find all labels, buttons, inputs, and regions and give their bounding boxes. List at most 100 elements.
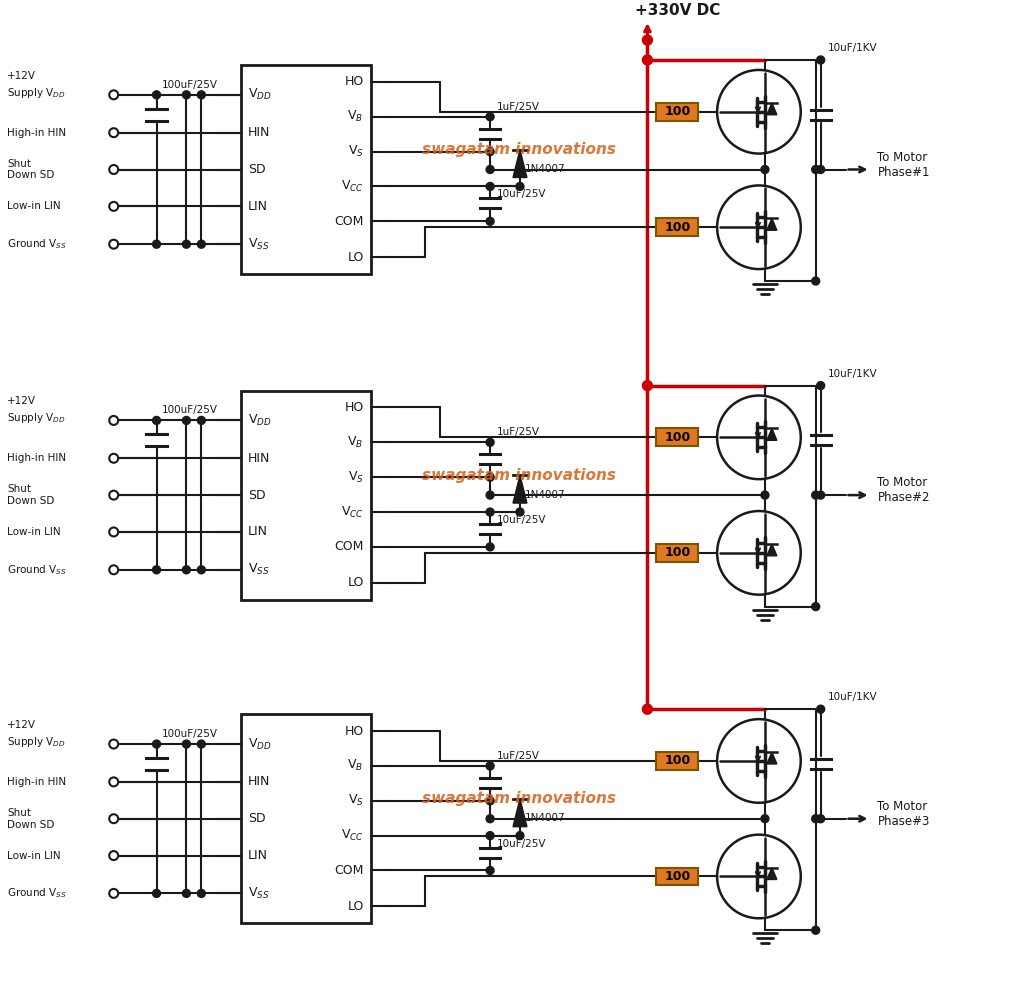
Text: 10uF/25V: 10uF/25V: [497, 839, 547, 849]
Text: COM: COM: [334, 540, 364, 553]
Polygon shape: [767, 103, 777, 114]
Circle shape: [182, 740, 190, 748]
Circle shape: [110, 851, 118, 860]
Text: Down SD: Down SD: [7, 171, 54, 180]
Circle shape: [153, 91, 161, 99]
Text: V$_{DD}$: V$_{DD}$: [248, 413, 271, 428]
Text: LIN: LIN: [248, 526, 268, 538]
Text: 10uF/25V: 10uF/25V: [497, 189, 547, 199]
Circle shape: [761, 814, 769, 822]
Circle shape: [486, 217, 494, 225]
Text: +12V: +12V: [7, 720, 36, 730]
Text: SD: SD: [248, 812, 266, 825]
Circle shape: [486, 166, 494, 174]
Circle shape: [110, 777, 118, 787]
Text: SD: SD: [248, 489, 266, 502]
Text: HO: HO: [344, 401, 364, 414]
Polygon shape: [513, 150, 527, 177]
Text: swagatam innovations: swagatam innovations: [422, 142, 616, 157]
Circle shape: [486, 439, 494, 447]
Circle shape: [110, 889, 118, 898]
Circle shape: [110, 202, 118, 211]
Circle shape: [717, 185, 801, 269]
Circle shape: [817, 814, 824, 822]
Circle shape: [486, 148, 494, 156]
Text: V$_{CC}$: V$_{CC}$: [341, 178, 364, 194]
Circle shape: [153, 889, 161, 897]
Circle shape: [153, 740, 161, 748]
Text: HIN: HIN: [248, 126, 270, 139]
Circle shape: [812, 166, 819, 174]
Circle shape: [717, 70, 801, 154]
Text: 10uF/1KV: 10uF/1KV: [827, 43, 878, 53]
Text: LO: LO: [347, 576, 364, 590]
Circle shape: [182, 416, 190, 424]
Circle shape: [817, 705, 824, 713]
Circle shape: [182, 566, 190, 574]
Text: SD: SD: [248, 163, 266, 176]
Text: Ground V$_{SS}$: Ground V$_{SS}$: [7, 238, 67, 251]
Circle shape: [812, 814, 819, 822]
Text: +330V DC: +330V DC: [635, 3, 720, 18]
Circle shape: [642, 35, 652, 45]
Circle shape: [110, 416, 118, 425]
Bar: [242, 714, 371, 923]
Circle shape: [110, 91, 118, 100]
Circle shape: [198, 889, 206, 897]
Circle shape: [642, 381, 652, 390]
Circle shape: [153, 566, 161, 574]
Circle shape: [110, 528, 118, 536]
Circle shape: [486, 182, 494, 190]
Text: Shut: Shut: [7, 159, 31, 169]
Text: 1N4007: 1N4007: [525, 813, 565, 823]
Circle shape: [486, 831, 494, 840]
Text: 100: 100: [665, 870, 690, 883]
Text: V$_B$: V$_B$: [347, 435, 364, 450]
Bar: [242, 65, 371, 274]
Text: LIN: LIN: [248, 849, 268, 862]
Text: 10uF/1KV: 10uF/1KV: [827, 369, 878, 379]
Circle shape: [812, 602, 819, 610]
Text: V$_{SS}$: V$_{SS}$: [248, 237, 269, 251]
Text: HIN: HIN: [248, 452, 270, 464]
Circle shape: [198, 91, 206, 99]
Text: 100: 100: [665, 546, 690, 559]
Circle shape: [110, 128, 118, 137]
Circle shape: [198, 241, 206, 248]
Circle shape: [717, 395, 801, 479]
Circle shape: [717, 511, 801, 595]
Circle shape: [486, 797, 494, 805]
Polygon shape: [767, 218, 777, 231]
Circle shape: [817, 56, 824, 64]
Circle shape: [717, 835, 801, 918]
Text: Down SD: Down SD: [7, 496, 54, 506]
Circle shape: [182, 889, 190, 897]
Text: HIN: HIN: [248, 775, 270, 789]
Text: 1N4007: 1N4007: [525, 490, 565, 500]
Circle shape: [198, 740, 206, 748]
Text: V$_B$: V$_B$: [347, 109, 364, 124]
Text: Low-in LIN: Low-in LIN: [7, 851, 60, 861]
Text: 10uF/1KV: 10uF/1KV: [827, 692, 878, 702]
Circle shape: [812, 926, 819, 934]
Text: V$_{CC}$: V$_{CC}$: [341, 505, 364, 520]
Text: HO: HO: [344, 725, 364, 738]
Circle shape: [182, 91, 190, 99]
Bar: [242, 390, 371, 599]
Circle shape: [817, 166, 824, 174]
Circle shape: [817, 491, 824, 499]
Text: COM: COM: [334, 215, 364, 228]
Circle shape: [153, 416, 161, 424]
Circle shape: [812, 491, 819, 499]
Text: +12V: +12V: [7, 396, 36, 406]
Text: Supply V$_{DD}$: Supply V$_{DD}$: [7, 735, 66, 749]
Text: High-in HIN: High-in HIN: [7, 454, 67, 463]
Polygon shape: [513, 475, 527, 503]
Circle shape: [717, 719, 801, 803]
Circle shape: [486, 543, 494, 551]
Text: Supply V$_{DD}$: Supply V$_{DD}$: [7, 86, 66, 100]
Text: V$_{DD}$: V$_{DD}$: [248, 88, 271, 103]
Bar: [656, 428, 698, 447]
Circle shape: [110, 454, 118, 462]
Text: To Motor
Phase#2: To Motor Phase#2: [878, 476, 930, 504]
